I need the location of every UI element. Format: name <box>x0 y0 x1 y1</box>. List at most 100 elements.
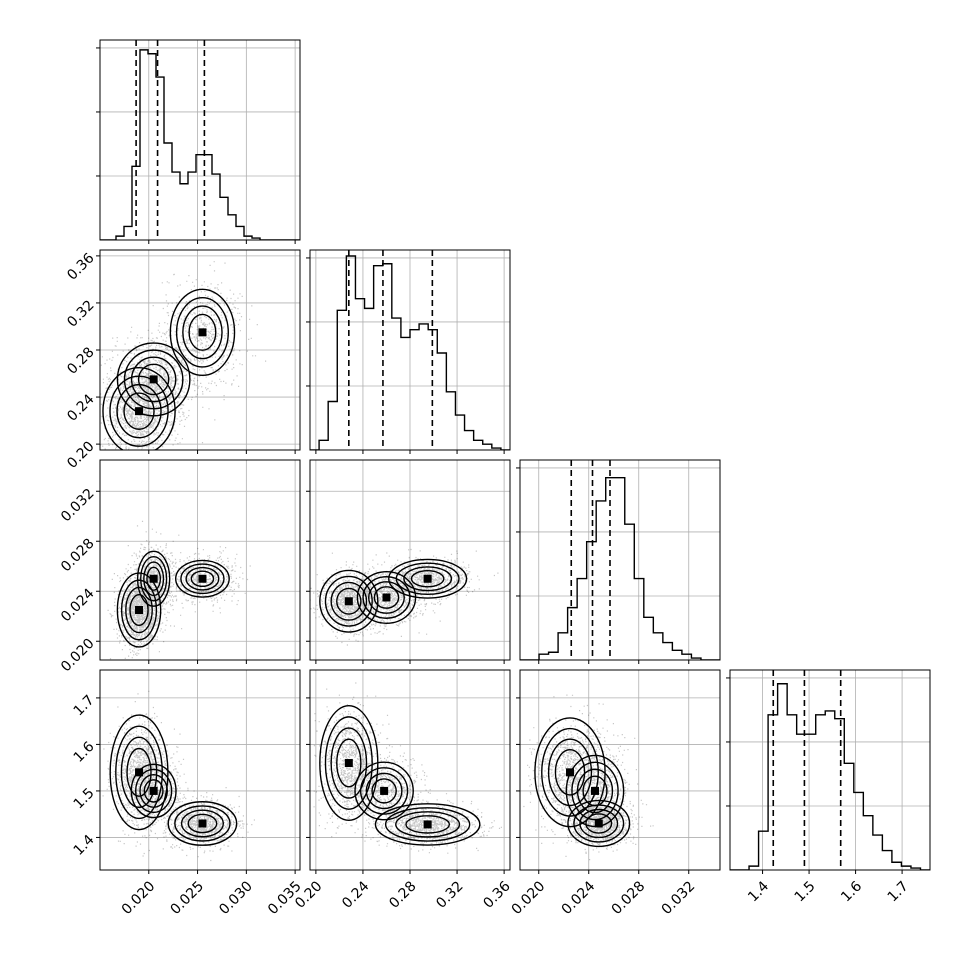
x-tick-label: 0.028 <box>609 878 649 918</box>
density-contour <box>126 747 152 797</box>
histogram-step-line <box>310 255 510 450</box>
histogram-step-line <box>520 476 720 660</box>
x-tick-label: 1.4 <box>745 878 772 905</box>
density-region <box>102 690 255 862</box>
x-tick-label: 1.7 <box>885 878 912 905</box>
x-tick-label: 0.020 <box>119 878 159 918</box>
density-contour <box>123 392 155 430</box>
density-contour <box>134 768 173 814</box>
density-contour <box>567 799 631 848</box>
density-peak <box>382 593 391 602</box>
density-contour <box>130 356 177 403</box>
density-peak <box>591 786 599 795</box>
histogram-panel-0 <box>96 39 301 244</box>
density-contour <box>169 288 236 377</box>
y-tick-label: 0.032 <box>58 486 98 526</box>
density-contour <box>187 813 218 834</box>
density-contour <box>324 716 373 810</box>
density-contour <box>384 807 471 842</box>
histogram-panel-3: 1.4 1.5 1.6 1.7 <box>726 669 931 905</box>
scatter-panel-0-1: 0.20 0.24 0.28 0.32 0.36 <box>64 249 301 472</box>
density-contour <box>185 566 220 591</box>
density-region <box>520 694 654 861</box>
density-contour <box>174 805 231 842</box>
histogram-panel-1 <box>306 249 511 454</box>
scatter-points <box>520 694 654 861</box>
histogram-step-line <box>730 683 930 870</box>
scatter-panel-0-2: 0.020 0.024 0.028 0.032 <box>58 459 301 676</box>
y-tick-label: 0.36 <box>64 250 97 283</box>
density-peak <box>380 786 389 795</box>
density-contour <box>120 736 158 809</box>
density-contour <box>143 779 164 803</box>
density-contour <box>371 778 397 804</box>
panel-frame <box>519 459 721 661</box>
panel-frame <box>309 459 511 661</box>
density-contour <box>167 801 238 846</box>
density-peak <box>149 574 158 583</box>
x-tick-label: 0.032 <box>659 878 699 918</box>
density-peak <box>198 574 207 583</box>
density-contour <box>336 587 362 615</box>
density-peak <box>135 768 144 777</box>
density-peak <box>149 375 158 384</box>
x-tick-label: 0.32 <box>433 878 466 911</box>
x-tick-label: 0.024 <box>559 878 599 918</box>
scatter-panel-2-3: 0.020 0.024 0.028 0.032 <box>509 669 721 918</box>
density-contour <box>354 761 414 821</box>
density-contour <box>137 363 170 396</box>
scatter-points <box>313 682 502 854</box>
x-tick-label: 0.020 <box>509 878 549 918</box>
density-peak <box>135 606 144 614</box>
density-contour <box>554 749 586 796</box>
x-tick-label: 0.025 <box>168 878 208 918</box>
density-contour <box>182 305 223 360</box>
density-contour <box>330 581 368 621</box>
panel-frame <box>99 39 301 241</box>
density-contour <box>359 767 409 815</box>
density-contour <box>579 808 619 839</box>
density-peak <box>423 820 432 829</box>
density-contour <box>395 562 460 595</box>
density-contour <box>120 579 158 641</box>
x-tick-label: 0.030 <box>216 878 256 918</box>
density-contour <box>403 566 453 592</box>
density-contour <box>405 815 451 834</box>
density-contour <box>123 349 184 410</box>
density-region <box>107 520 251 660</box>
y-tick-label: 0.20 <box>64 438 97 471</box>
density-contour <box>368 581 405 614</box>
density-contour <box>573 804 625 843</box>
density-peak <box>344 597 353 606</box>
density-contour <box>102 367 176 450</box>
density-contour <box>330 727 368 799</box>
density-peak <box>135 407 144 416</box>
density-contour <box>374 803 481 846</box>
density-contour <box>388 558 468 599</box>
density-contour <box>136 550 171 607</box>
density-contour <box>585 813 613 834</box>
density-contour <box>336 738 362 788</box>
y-tick-label: 0.020 <box>58 636 98 676</box>
density-peak <box>149 786 158 795</box>
scatter-points <box>100 261 267 450</box>
density-region <box>100 261 267 450</box>
scatter-panel-1-2 <box>306 459 511 664</box>
density-region <box>313 682 502 854</box>
y-tick-label: 1.4 <box>71 832 98 859</box>
panel-frame <box>519 669 721 871</box>
y-tick-label: 0.024 <box>58 586 98 626</box>
density-contour <box>109 714 169 831</box>
panel-frame <box>99 669 301 871</box>
density-contour <box>116 342 191 417</box>
y-tick-label: 1.6 <box>71 739 98 766</box>
x-tick-label: 0.24 <box>339 878 372 911</box>
y-tick-label: 0.24 <box>64 391 97 424</box>
density-contour <box>324 575 373 627</box>
density-contour <box>143 561 165 597</box>
density-contour <box>365 772 403 810</box>
density-peak <box>344 759 353 768</box>
density-contour <box>140 555 168 602</box>
density-contour <box>130 763 177 819</box>
